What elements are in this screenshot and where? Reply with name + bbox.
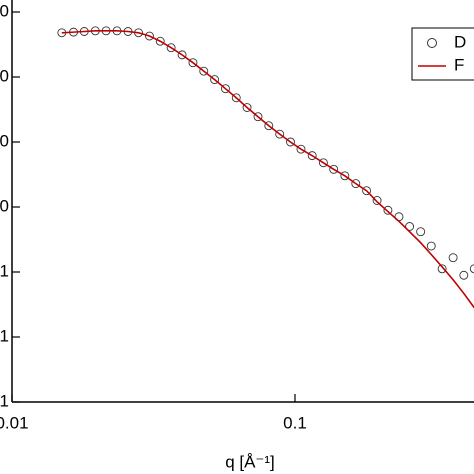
data-point xyxy=(405,222,415,231)
data-point xyxy=(372,196,382,205)
x-tick-label: 0.01 xyxy=(0,413,29,432)
data-point xyxy=(188,58,198,68)
y-tick-label: 0 xyxy=(0,131,9,150)
y-tick-label: 1 xyxy=(0,391,9,410)
data-point xyxy=(275,129,285,139)
data-point xyxy=(253,112,263,122)
data-point xyxy=(296,144,306,154)
data-point xyxy=(264,121,274,131)
data-point xyxy=(362,186,372,196)
legend-swatch xyxy=(427,38,437,48)
data-point xyxy=(145,31,154,41)
data-point xyxy=(242,103,252,112)
y-tick-label: 0 xyxy=(0,196,9,215)
y-tick-label: 1 xyxy=(0,326,9,345)
fit-line xyxy=(61,30,474,309)
legend-box xyxy=(411,27,474,81)
data-point xyxy=(166,43,176,53)
data-point xyxy=(286,137,295,147)
data-point xyxy=(437,264,447,274)
legend-label: D xyxy=(454,32,466,51)
data-point xyxy=(459,270,469,280)
data-point xyxy=(221,84,230,94)
y-tick-label: 1 xyxy=(0,261,9,280)
legend-label: F xyxy=(454,55,464,74)
data-point xyxy=(231,93,241,103)
data-point xyxy=(199,66,209,76)
data-point xyxy=(155,36,165,46)
data-point xyxy=(340,171,350,181)
y-tick-label: 0 xyxy=(0,1,9,20)
data-point xyxy=(318,158,328,168)
data-point xyxy=(210,75,220,85)
x-axis-label: q [Å⁻¹] xyxy=(225,452,275,471)
data-point xyxy=(383,205,393,215)
x-tick-label: 0.1 xyxy=(283,413,307,432)
data-point xyxy=(177,50,187,60)
data-point xyxy=(416,227,426,237)
y-tick-label: 0 xyxy=(0,66,9,85)
data-point xyxy=(329,164,339,174)
data-point xyxy=(448,253,458,263)
data-point xyxy=(351,179,361,189)
data-point xyxy=(426,241,436,251)
data-point xyxy=(469,264,474,274)
data-point xyxy=(307,151,317,161)
